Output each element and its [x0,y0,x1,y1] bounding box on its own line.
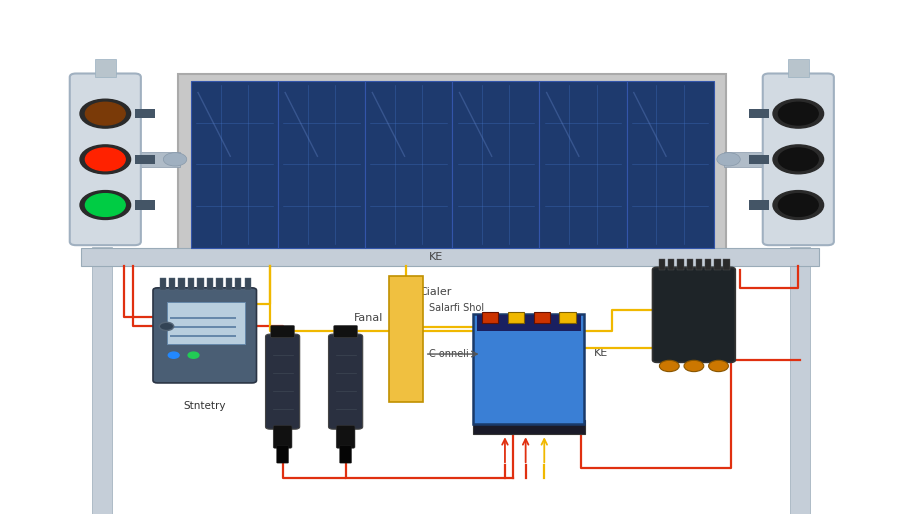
Text: Stntetry: Stntetry [184,401,226,411]
Circle shape [86,194,125,216]
FancyBboxPatch shape [626,81,714,248]
Bar [170,326,236,328]
Bar [235,278,241,290]
FancyBboxPatch shape [166,302,245,343]
Bar [94,59,116,77]
FancyBboxPatch shape [452,81,539,248]
Bar [188,278,194,290]
Circle shape [80,191,130,219]
FancyBboxPatch shape [70,74,140,245]
FancyBboxPatch shape [539,81,626,248]
Text: KE: KE [429,252,444,262]
Bar [178,278,184,290]
Bar [534,312,550,323]
Circle shape [86,102,125,125]
Circle shape [660,360,680,372]
Bar [659,259,665,270]
FancyBboxPatch shape [389,276,423,402]
Bar [788,59,809,77]
Circle shape [716,153,740,166]
Circle shape [86,148,125,171]
Bar [170,335,236,337]
Bar [245,278,251,290]
Bar [668,259,674,270]
Bar [508,312,524,323]
Bar [749,109,769,118]
Bar [135,200,155,210]
FancyBboxPatch shape [266,334,300,429]
Bar [159,278,166,290]
Bar [207,278,213,290]
Text: Fanal: Fanal [355,313,383,323]
Bar [135,155,155,164]
Text: C onneli: C onneli [429,349,469,359]
Bar [696,259,702,270]
Bar [135,109,155,118]
Bar [472,420,585,434]
FancyBboxPatch shape [191,81,278,248]
FancyBboxPatch shape [473,314,584,424]
Bar [216,278,222,290]
Bar [81,248,819,266]
Text: Salarfi Shol: Salarfi Shol [429,303,484,314]
Circle shape [778,102,818,125]
Bar [705,259,711,270]
FancyBboxPatch shape [334,325,357,338]
FancyBboxPatch shape [278,81,365,248]
Text: KE: KE [594,348,608,358]
Bar [170,317,236,319]
FancyBboxPatch shape [328,334,363,429]
Circle shape [778,194,818,216]
Circle shape [773,145,824,174]
FancyBboxPatch shape [276,446,289,463]
Circle shape [164,153,187,166]
Bar [715,259,721,270]
FancyBboxPatch shape [365,81,452,248]
FancyBboxPatch shape [339,446,352,463]
Bar [92,247,112,514]
Bar [226,278,232,290]
Bar [749,200,769,210]
Bar [724,152,769,167]
Bar [678,259,684,270]
Circle shape [80,145,130,174]
Bar [169,278,176,290]
FancyBboxPatch shape [652,267,735,362]
FancyBboxPatch shape [274,426,292,448]
Circle shape [168,352,179,358]
FancyBboxPatch shape [153,288,256,383]
Bar [749,155,769,164]
Circle shape [159,322,174,331]
Text: Cialer: Cialer [419,287,452,297]
FancyBboxPatch shape [178,74,726,255]
Circle shape [684,360,704,372]
Bar [724,259,730,270]
Bar [790,247,810,514]
Bar [560,312,576,323]
Circle shape [773,191,824,219]
Bar [482,312,498,323]
Circle shape [80,99,130,128]
FancyBboxPatch shape [271,325,294,338]
FancyBboxPatch shape [337,426,355,448]
Circle shape [778,148,818,171]
Circle shape [188,352,199,358]
Bar [197,278,203,290]
Bar [687,259,693,270]
Bar [135,152,180,167]
FancyBboxPatch shape [763,74,833,245]
Circle shape [773,99,824,128]
Circle shape [708,360,728,372]
Bar [477,315,580,331]
